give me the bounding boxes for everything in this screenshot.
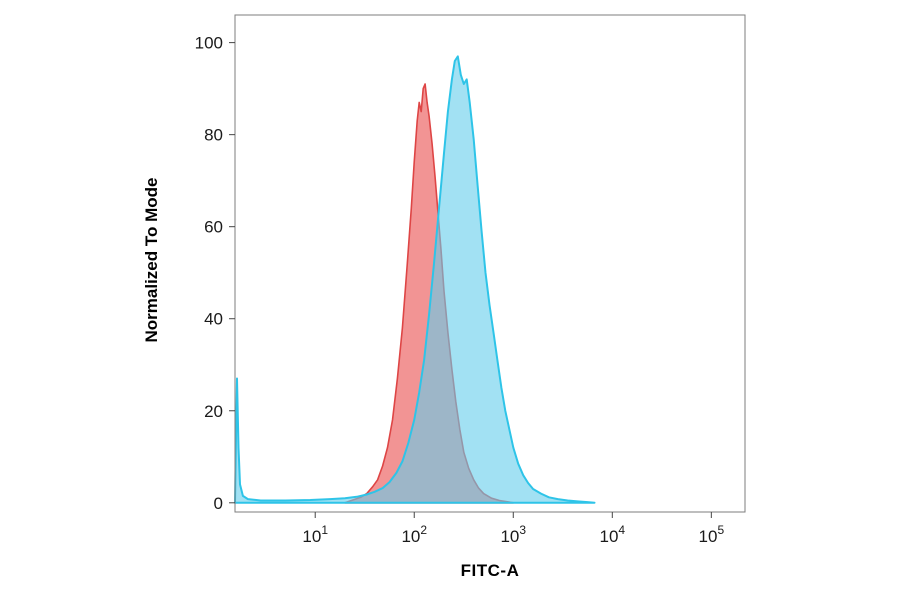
y-tick-label: 60 <box>204 218 223 237</box>
y-axis-title: Normalized To Mode <box>142 177 161 343</box>
y-tick-label: 20 <box>204 402 223 421</box>
x-axis-title: FITC-A <box>460 561 520 580</box>
x-tick-label: 102 <box>401 523 427 546</box>
x-tick-label: 103 <box>500 523 526 546</box>
x-tick-label: 105 <box>699 523 725 546</box>
y-tick-label: 0 <box>214 494 223 513</box>
x-tick-label: 101 <box>302 523 328 546</box>
series-cyan-area <box>234 55 596 504</box>
x-tick-label: 104 <box>599 523 625 546</box>
y-tick-label: 80 <box>204 126 223 145</box>
y-tick-label: 40 <box>204 310 223 329</box>
plot-border <box>234 14 746 513</box>
y-tick-label: 100 <box>195 34 223 53</box>
